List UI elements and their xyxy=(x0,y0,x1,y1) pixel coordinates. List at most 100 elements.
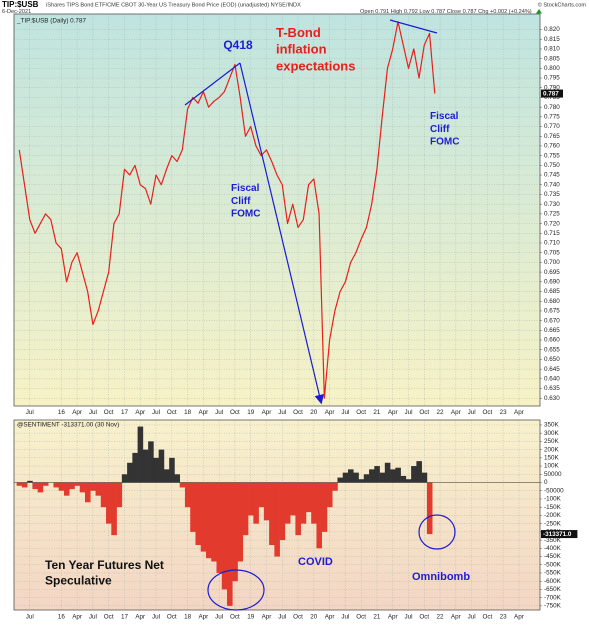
sentiment-bar xyxy=(353,472,359,483)
sentiment-bar xyxy=(326,482,333,508)
annotation: T-Bond inflation expectations xyxy=(276,25,355,73)
y-tick-label: 0.805 xyxy=(544,55,560,62)
sentiment-bar xyxy=(200,482,207,552)
x-tick-label: 16 xyxy=(58,614,66,621)
annotation-line: COVID xyxy=(298,556,333,568)
sentiment-bar xyxy=(106,482,112,524)
x-tick-label: Apr xyxy=(388,409,398,416)
sentiment-bar xyxy=(37,482,44,493)
sentiment-bar xyxy=(148,441,154,483)
sentiment-bar xyxy=(369,469,375,483)
description: iShares TIPS Bond ETF/CME CBOT 30-Year U… xyxy=(46,2,301,8)
y-tick-label: 250K xyxy=(544,438,560,445)
sentiment-bar xyxy=(263,482,270,521)
x-tick-label: Oct xyxy=(293,614,303,621)
annotation-line: FOMC xyxy=(430,136,459,147)
y-tick-label: 0 xyxy=(544,479,548,486)
sentiment-bar xyxy=(426,482,433,535)
annotation-line: inflation xyxy=(276,42,327,57)
annotation: Fiscal Cliff FOMC xyxy=(231,183,260,220)
y-tick-label: 0.780 xyxy=(544,104,560,111)
x-tick-label: Jul xyxy=(89,614,97,621)
sentiment-bar xyxy=(316,482,323,549)
sentiment-bar xyxy=(79,482,86,493)
sentiment-layer xyxy=(14,420,540,610)
trend-line xyxy=(389,19,438,34)
annotation-line: Speculative xyxy=(45,574,112,588)
y-tick-label: 0.720 xyxy=(544,220,560,227)
trend-arrow xyxy=(239,62,324,405)
x-tick-label: 19 xyxy=(247,614,255,621)
x-tick-label: Apr xyxy=(514,614,524,621)
sentiment-bar xyxy=(342,472,349,483)
sentiment-bar xyxy=(305,482,312,513)
sentiment-bar xyxy=(100,482,107,508)
x-tick-label: Oct xyxy=(419,409,429,416)
y-tick-label: -150K xyxy=(544,504,562,511)
sentiment-frame xyxy=(13,419,541,611)
sentiment-bar xyxy=(184,482,191,508)
sentiment-bar xyxy=(53,482,60,488)
y-tick-label: -50000 xyxy=(544,487,564,494)
y-tick-label: 0.685 xyxy=(544,288,560,295)
x-tick-label: 21 xyxy=(373,409,381,416)
price-frame xyxy=(13,13,541,407)
copyright: © StockCharts.com xyxy=(538,1,587,8)
x-tick-label: Jul xyxy=(215,614,223,621)
sentiment-bar xyxy=(32,482,38,490)
x-tick-label: Oct xyxy=(167,614,177,621)
y-tick-label: 0.785 xyxy=(544,94,560,101)
sentiment-bar xyxy=(379,472,386,483)
trend-line xyxy=(184,62,241,106)
annotation-line: Q418 xyxy=(223,38,253,52)
sentiment-bar xyxy=(95,482,102,496)
x-tick-label: 19 xyxy=(247,409,255,416)
x-tick-label: 23 xyxy=(500,409,508,416)
x-tick-label: Oct xyxy=(483,614,493,621)
y-tick-label: 300K xyxy=(544,430,560,437)
y-tick-label: 0.740 xyxy=(544,181,560,188)
last-value-label: -313371.0 xyxy=(543,531,572,538)
y-tick-label: 0.725 xyxy=(544,211,560,218)
y-tick-label: 0.655 xyxy=(544,346,560,353)
x-tick-label: Apr xyxy=(451,614,461,621)
y-tick-label: -400K xyxy=(544,545,562,552)
y-tick-label: -550K xyxy=(544,570,562,577)
annotation-line: Fiscal xyxy=(430,111,459,122)
y-tick-label: 0.645 xyxy=(544,366,560,373)
sentiment-bar xyxy=(116,482,123,508)
y-tick-label: 0.670 xyxy=(544,317,560,324)
y-tick-label: 0.640 xyxy=(544,376,560,383)
price-panel xyxy=(14,14,540,406)
x-tick-label: 22 xyxy=(437,409,445,416)
x-tick-label: 18 xyxy=(184,614,192,621)
highlight-ellipse xyxy=(207,569,265,611)
sentiment-bar xyxy=(384,462,391,483)
sentiment-bar xyxy=(258,482,265,508)
sentiment-bar xyxy=(295,482,301,536)
x-tick-label: Apr xyxy=(325,614,335,621)
sentiment-bar xyxy=(195,482,202,546)
sentiment-bar xyxy=(127,462,133,483)
y-tick-label: 150K xyxy=(544,455,560,462)
sentiment-bar xyxy=(205,482,212,559)
y-tick-label: 0.665 xyxy=(544,327,560,334)
sentiment-bar xyxy=(395,467,401,483)
x-tick-label: Jul xyxy=(215,409,223,416)
x-tick-label: Oct xyxy=(356,409,366,416)
sentiment-bar xyxy=(174,474,180,483)
annotation-line: expectations xyxy=(276,59,355,74)
sentiment-bar xyxy=(190,482,196,532)
up-arrow xyxy=(536,9,542,14)
header: TIP:$USB iShares TIPS Bond ETF/CME CBOT … xyxy=(2,0,586,15)
sentiment-bar xyxy=(69,482,75,490)
sentiment-bar xyxy=(221,482,228,590)
last-value-label: 0.787 xyxy=(543,91,559,98)
annotation-line: Fiscal xyxy=(231,183,260,194)
x-tick-label: 16 xyxy=(58,409,66,416)
x-tick-label: Jul xyxy=(341,614,349,621)
x-tick-label: Oct xyxy=(483,409,493,416)
y-tick-label: 0.710 xyxy=(544,240,560,247)
sentiment-bar xyxy=(153,457,159,483)
